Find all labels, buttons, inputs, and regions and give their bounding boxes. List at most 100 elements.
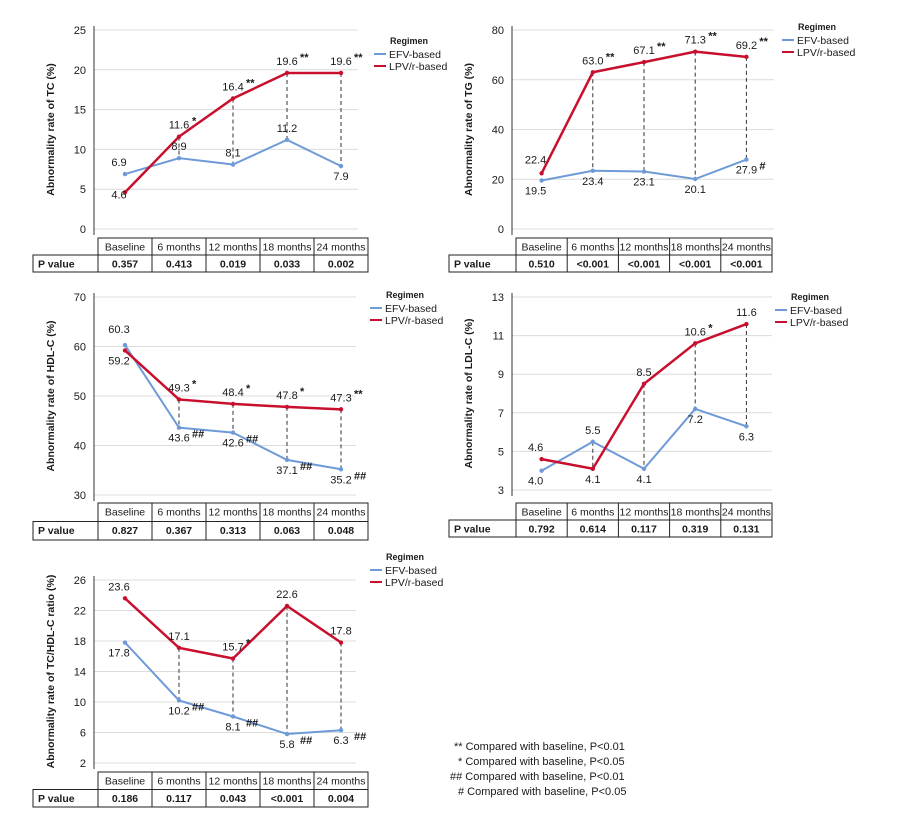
- p-value-cell: 0.117: [166, 793, 192, 805]
- significance-mark: ##: [192, 701, 204, 713]
- point-lpv: [744, 54, 749, 60]
- point-efv: [230, 430, 236, 435]
- data-label-lpv: 47.3: [330, 392, 351, 404]
- data-label-lpv: 11.6: [736, 307, 757, 319]
- point-lpv: [230, 401, 236, 407]
- legend-label-efv: EFV-based: [385, 565, 437, 577]
- y-tick-label: 40: [74, 441, 86, 453]
- y-tick-label: 40: [492, 125, 504, 137]
- chart-panel: 3 5 7 9 11 13 Abnormality rate of LDL-C (%) 4.0…: [448, 292, 849, 538]
- data-label-lpv: 71.3: [684, 35, 705, 47]
- point-efv: [539, 468, 544, 473]
- data-label-lpv: 17.8: [330, 626, 351, 638]
- p-value-cell: 0.319: [682, 524, 708, 536]
- data-label-efv: 23.1: [633, 177, 654, 189]
- x-category-label: Baseline: [105, 776, 145, 788]
- legend-title: Regimen: [798, 22, 836, 32]
- y-tick-label: 18: [74, 636, 86, 648]
- point-efv: [744, 424, 749, 429]
- data-label-lpv: 49.3: [168, 382, 189, 394]
- point-lpv: [693, 341, 698, 346]
- p-value-cell: 0.033: [274, 259, 300, 271]
- point-efv: [230, 714, 236, 719]
- legend-title: Regimen: [390, 36, 428, 46]
- point-lpv: [590, 70, 595, 75]
- legend-label-lpv: LPV/r-based: [790, 317, 849, 329]
- table-pvalue-row: [448, 254, 773, 273]
- data-label-lpv: 69.2: [736, 40, 757, 52]
- point-efv: [284, 137, 290, 143]
- data-label-efv: 6.3: [739, 431, 754, 443]
- p-value-label: P value: [38, 259, 75, 271]
- point-efv: [539, 178, 544, 183]
- p-value-cell: <0.001: [271, 793, 304, 805]
- x-category-label: 6 months: [157, 776, 200, 788]
- legend-label-efv: EFV-based: [797, 35, 849, 47]
- data-label-lpv: 4.1: [585, 474, 600, 486]
- significance-mark: ##: [300, 735, 312, 747]
- point-lpv: [122, 596, 128, 601]
- x-category-label: 12 months: [619, 242, 668, 254]
- significance-mark: ##: [354, 470, 366, 482]
- legend-label-lpv: LPV/r-based: [385, 577, 444, 589]
- point-efv: [590, 439, 595, 444]
- note-line: ** Compared with baseline, P<0.01: [454, 741, 625, 753]
- series-line-lpv: [124, 349, 342, 411]
- point-efv: [284, 457, 290, 463]
- x-category-label: 18 months: [671, 507, 720, 519]
- data-label-efv: 5.8: [279, 739, 294, 751]
- table-pvalue-row: [32, 254, 369, 273]
- x-category-label: 6 months: [157, 507, 200, 519]
- data-label-lpv: 15.7: [222, 642, 243, 654]
- significance-mark: *: [192, 378, 197, 390]
- y-tick-label: 9: [498, 369, 504, 381]
- data-label-efv: 11.2: [277, 123, 298, 135]
- data-label-efv: 5.5: [585, 425, 600, 437]
- point-lpv: [176, 645, 182, 651]
- point-efv: [693, 176, 698, 182]
- y-tick-label: 7: [498, 408, 504, 420]
- note-line: * Compared with baseline, P<0.05: [458, 756, 625, 768]
- y-tick-label: 3: [498, 485, 504, 497]
- data-label-lpv: 23.6: [108, 581, 129, 593]
- y-tick-label: 30: [74, 490, 86, 502]
- table-pvalue-row: [32, 789, 369, 808]
- point-efv: [230, 162, 236, 167]
- p-value-cell: 0.043: [220, 793, 246, 805]
- y-tick-label: 14: [74, 667, 86, 679]
- significance-mark: *: [708, 322, 713, 334]
- x-category-label: 24 months: [316, 776, 365, 788]
- p-value-cell: 0.367: [166, 525, 192, 537]
- y-axis-label: Abnormality rate of TC (%): [45, 63, 57, 195]
- p-value-cell: 0.413: [166, 259, 192, 271]
- significance-mark: **: [300, 52, 309, 64]
- significance-mark: **: [354, 52, 363, 64]
- point-lpv: [176, 397, 182, 402]
- p-value-cell: 0.186: [112, 793, 138, 805]
- x-category-label: 24 months: [316, 242, 365, 254]
- data-label-efv: 20.1: [684, 184, 705, 196]
- y-tick-label: 50: [74, 391, 86, 403]
- x-category-label: 18 months: [671, 242, 720, 254]
- legend-label-lpv: LPV/r-based: [797, 47, 856, 59]
- y-tick-label: 5: [80, 184, 86, 196]
- data-label-efv: 17.8: [108, 648, 129, 660]
- y-axis-label: Abnormality rate of HDL-C (%): [45, 320, 57, 471]
- point-lpv: [230, 656, 236, 661]
- y-tick-label: 20: [492, 174, 504, 186]
- data-label-lpv: 19.6: [276, 56, 297, 68]
- point-efv: [122, 640, 128, 645]
- point-efv: [176, 155, 182, 161]
- data-label-lpv: 22.6: [276, 589, 297, 601]
- data-label-efv: 7.2: [688, 414, 703, 426]
- legend-title: Regimen: [386, 552, 424, 562]
- x-category-label: 24 months: [722, 507, 771, 519]
- point-lpv: [338, 70, 344, 76]
- p-value-cell: 0.357: [112, 259, 138, 271]
- data-label-lpv: 19.6: [330, 56, 351, 68]
- point-lpv: [338, 640, 344, 645]
- data-label-efv: 8.9: [171, 141, 186, 153]
- legend-label-efv: EFV-based: [389, 49, 441, 61]
- significance-mark: **: [354, 388, 363, 400]
